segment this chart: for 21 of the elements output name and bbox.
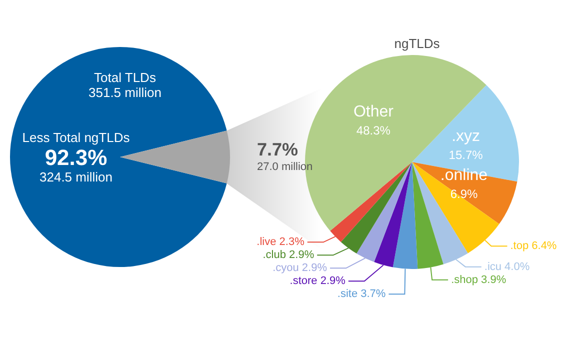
- text: Total TLDs: [94, 70, 156, 85]
- data-label: 7.7%: [257, 140, 298, 160]
- slice-label: .club 2.9%: [262, 249, 314, 262]
- slice-label: .icu 4.0%: [484, 260, 530, 273]
- data-label: 48.3%: [356, 124, 391, 138]
- text: 324.5 million: [40, 170, 112, 184]
- chart-title: ngTLDs: [394, 36, 440, 51]
- text: 351.5 million: [88, 85, 162, 100]
- slice-label: .store 2.9%: [290, 275, 346, 288]
- slice-label: .cyou 2.9%: [272, 262, 328, 274]
- slice-label: .xyz: [452, 128, 480, 145]
- data-label: 92.3%: [44, 145, 108, 170]
- slice-label: .shop 3.9%: [451, 274, 506, 286]
- slice-label: .site 3.7%: [337, 288, 386, 300]
- data-label: 6.9%: [450, 187, 478, 202]
- slice-label: .online: [440, 167, 488, 184]
- slice-label: Less Total ngTLDs: [22, 130, 130, 145]
- slice-label: Other: [353, 104, 394, 121]
- slice-label: .top 6.4%: [510, 240, 557, 252]
- data-label: 15.7%: [448, 148, 484, 162]
- slice-label: .live 2.3%: [256, 236, 305, 248]
